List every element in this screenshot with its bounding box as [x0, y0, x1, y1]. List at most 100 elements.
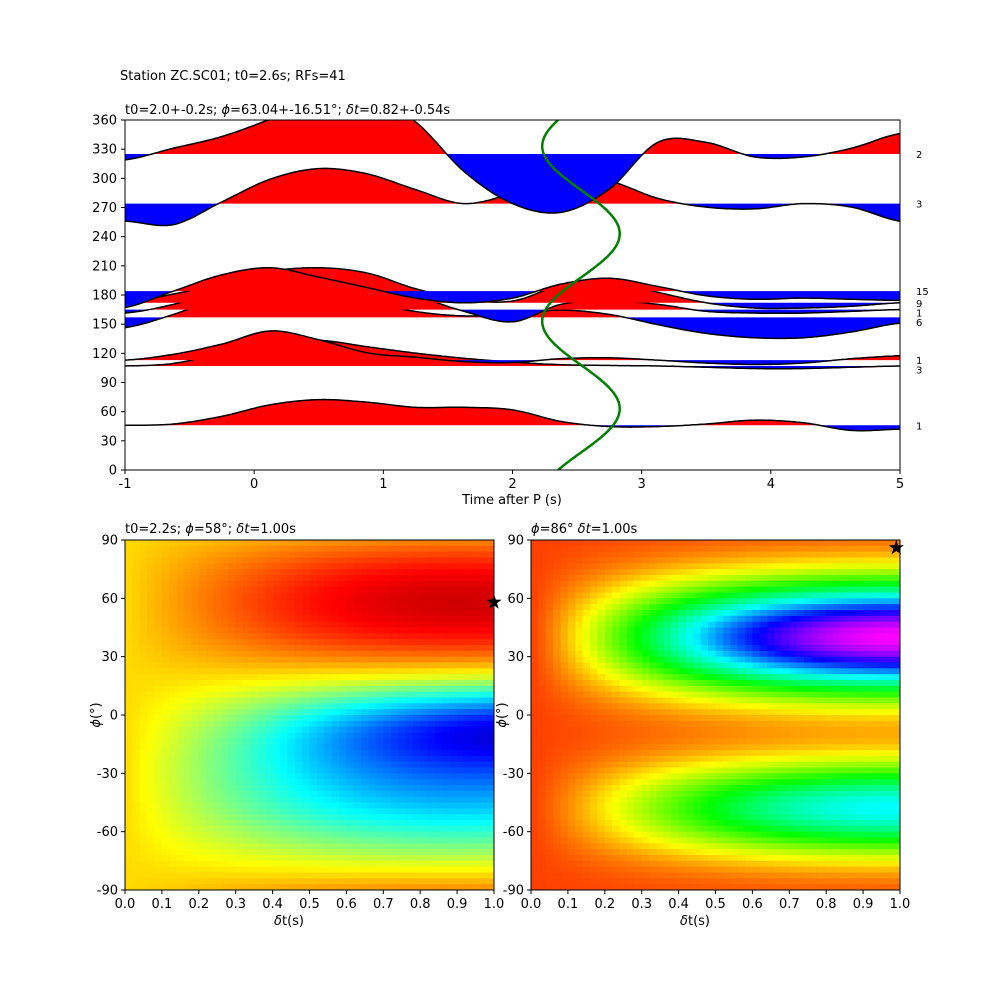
- heatmap-cell: [745, 545, 753, 553]
- heatmap-cell: [730, 697, 739, 704]
- heatmap-cell: [257, 779, 266, 786]
- heatmap-cell: [745, 715, 753, 722]
- heatmap-cell: [560, 645, 569, 652]
- heatmap-cell: [125, 586, 133, 594]
- heatmap-cell: [420, 755, 429, 763]
- heatmap-cell: [649, 796, 658, 804]
- heatmap-cell: [634, 715, 643, 722]
- heatmap-cell: [139, 767, 148, 774]
- heatmap-cell: [427, 849, 436, 856]
- heatmap-cell: [324, 610, 333, 617]
- heatmap-cell: [302, 761, 311, 769]
- heatmap-cell: [745, 645, 753, 652]
- heatmap-cell: [545, 615, 554, 623]
- heatmap-cell: [567, 650, 576, 658]
- heatmap-cell: [272, 715, 281, 722]
- heatmap-cell: [125, 843, 133, 850]
- heatmap-cell: [434, 662, 443, 669]
- wiggle-x-axis: -1 0 1 2 3 4 5: [119, 470, 904, 492]
- heatmap-cell: [375, 662, 384, 669]
- x-tick-label: 0.6: [336, 897, 357, 912]
- heatmap-cell: [176, 779, 185, 786]
- heatmap-cell: [722, 855, 731, 862]
- heatmap-cell: [693, 656, 702, 664]
- heatmap-cell: [464, 855, 473, 862]
- heatmap-cell: [471, 615, 480, 623]
- heatmap-cell: [339, 825, 347, 833]
- heatmap-cell: [375, 645, 384, 652]
- heatmap-cell: [368, 598, 377, 605]
- heatmap-cell: [449, 808, 458, 815]
- heatmap-cell: [486, 825, 494, 833]
- heatmap-cell: [442, 773, 451, 780]
- heatmap-cell: [154, 750, 163, 757]
- heatmap-cell: [198, 569, 207, 576]
- heatmap-cell: [420, 790, 429, 798]
- heatmap-cell: [309, 790, 318, 798]
- heatmap-cell: [272, 540, 281, 547]
- heatmap-cell: [339, 767, 347, 774]
- heatmap-cell: [553, 744, 562, 751]
- heatmap-cell: [604, 650, 613, 658]
- heatmap-cell: [257, 715, 266, 722]
- heatmap-cell: [708, 785, 717, 792]
- heatmap-cell: [434, 604, 443, 611]
- heatmap-cell: [685, 790, 694, 798]
- heatmap-cell: [442, 633, 451, 640]
- heatmap-cell: [590, 773, 599, 780]
- heatmap-cell: [331, 761, 340, 769]
- heatmap-cell: [361, 866, 370, 874]
- heatmap-cell: [161, 610, 170, 617]
- heatmap-cell: [206, 855, 215, 862]
- heatmap-cell: [213, 773, 222, 780]
- heatmap-cell: [257, 703, 266, 710]
- heatmap-cell: [531, 545, 539, 553]
- heatmap-cell: [471, 680, 480, 687]
- heatmap-cell: [486, 720, 494, 728]
- heatmap-cell: [641, 744, 650, 751]
- heatmap-cell: [745, 540, 753, 547]
- heatmap-cell: [656, 820, 665, 827]
- heatmap-cell: [730, 720, 739, 728]
- heatmap-cell: [693, 680, 702, 687]
- heatmap-cell: [671, 808, 680, 815]
- heatmap-left-x-axis: 0.0 0.1 0.2 0.3 0.4 0.5 0.6 0.7 0.8 0.9 1.0: [115, 890, 504, 912]
- heatmap-cell: [184, 790, 193, 798]
- heatmap-cell: [235, 569, 244, 576]
- heatmap-cell: [169, 580, 178, 588]
- heatmap-cell: [272, 645, 281, 652]
- heatmap-cell: [708, 755, 717, 763]
- heatmap-cell: [427, 773, 436, 780]
- heatmap-cell: [294, 557, 303, 564]
- heatmap-cell: [656, 633, 665, 640]
- heatmap-cell: [545, 639, 554, 646]
- heatmap-cell: [206, 750, 215, 757]
- heatmap-cell: [368, 779, 377, 786]
- heatmap-cell: [582, 697, 591, 704]
- heatmap-cell: [678, 866, 687, 874]
- heatmap-cell: [582, 802, 591, 809]
- heatmap-cell: [531, 755, 539, 763]
- heatmap-cell: [412, 697, 421, 704]
- heatmap-cell: [346, 825, 355, 833]
- heatmap-cell: [412, 872, 421, 879]
- heatmap-cell: [375, 715, 384, 722]
- heatmap-cell: [545, 697, 554, 704]
- heatmap-cell: [412, 755, 421, 763]
- heatmap-cell: [619, 627, 628, 634]
- heatmap-cell: [745, 831, 753, 839]
- heatmap-cell: [316, 575, 325, 582]
- heatmap-cell: [745, 750, 753, 757]
- heatmap-cell: [597, 820, 606, 827]
- heatmap-cell: [279, 656, 288, 664]
- heatmap-cell: [375, 808, 384, 815]
- heatmap-cell: [708, 767, 717, 774]
- heatmap-cell: [693, 575, 702, 582]
- heatmap-cell: [715, 796, 724, 804]
- heatmap-cell: [752, 808, 761, 815]
- heatmap-cell: [449, 621, 458, 629]
- heatmap-cell: [383, 662, 392, 669]
- heatmap-cell: [737, 878, 746, 885]
- trace-baz-325: [125, 120, 900, 214]
- heatmap-cell: [538, 843, 547, 850]
